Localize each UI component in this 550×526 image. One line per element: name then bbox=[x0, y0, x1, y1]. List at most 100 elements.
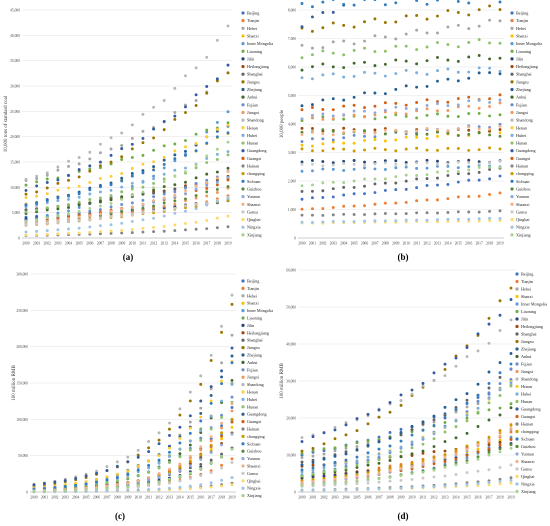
data-point bbox=[230, 417, 234, 421]
x-tick-label: 2006 bbox=[361, 242, 368, 246]
data-point bbox=[467, 13, 471, 17]
data-point bbox=[188, 420, 192, 424]
data-point bbox=[226, 196, 230, 200]
data-point bbox=[24, 210, 28, 214]
data-point bbox=[141, 226, 145, 230]
legend-marker bbox=[241, 233, 245, 237]
data-point bbox=[188, 454, 192, 458]
data-point bbox=[88, 150, 92, 154]
legend-entry: Jilin bbox=[247, 56, 255, 61]
data-point bbox=[373, 71, 377, 75]
data-point bbox=[373, 104, 377, 108]
data-point bbox=[331, 187, 335, 191]
data-point bbox=[147, 478, 151, 482]
x-tick-label: 2012 bbox=[423, 242, 430, 246]
data-point bbox=[488, 167, 492, 171]
data-point bbox=[194, 194, 198, 198]
data-point bbox=[467, 112, 471, 115]
data-point bbox=[383, 3, 387, 7]
data-point bbox=[373, 202, 377, 206]
legend-entry: Gansu bbox=[247, 471, 259, 476]
data-point bbox=[162, 172, 166, 176]
data-point bbox=[331, 138, 335, 142]
data-point bbox=[394, 219, 398, 223]
data-point bbox=[373, 135, 377, 139]
data-point bbox=[467, 148, 471, 152]
data-point bbox=[77, 162, 81, 166]
data-point bbox=[162, 144, 166, 148]
data-point bbox=[321, 189, 325, 193]
legend-marker bbox=[241, 133, 245, 137]
data-point bbox=[456, 59, 460, 63]
data-point bbox=[421, 381, 425, 385]
data-point bbox=[394, 162, 398, 166]
data-point bbox=[45, 192, 49, 196]
data-point bbox=[488, 97, 492, 101]
data-point bbox=[333, 468, 337, 472]
data-point bbox=[456, 147, 460, 150]
data-point bbox=[404, 112, 408, 116]
data-point bbox=[300, 463, 304, 467]
data-point bbox=[194, 187, 198, 191]
data-point bbox=[454, 483, 458, 487]
legend-marker bbox=[515, 354, 519, 359]
data-point bbox=[465, 401, 469, 405]
legend-marker bbox=[241, 195, 245, 199]
data-point bbox=[168, 427, 171, 431]
data-point bbox=[477, 38, 481, 42]
legend-entry: Sichuan bbox=[247, 441, 261, 446]
data-point bbox=[425, 166, 429, 170]
data-point bbox=[310, 65, 314, 69]
data-point bbox=[425, 132, 429, 136]
data-point bbox=[120, 228, 124, 232]
data-point bbox=[45, 216, 49, 220]
data-point bbox=[300, 108, 304, 112]
data-point bbox=[215, 135, 219, 139]
data-point bbox=[311, 488, 315, 492]
data-point bbox=[432, 423, 436, 427]
legend-marker bbox=[241, 179, 245, 183]
data-point bbox=[168, 467, 171, 471]
legend-marker bbox=[515, 474, 519, 479]
data-point bbox=[220, 375, 224, 379]
data-point bbox=[342, 136, 346, 140]
legend-entry: Shaanxi bbox=[247, 202, 261, 207]
data-point bbox=[373, 64, 377, 68]
data-point bbox=[230, 447, 234, 451]
data-point bbox=[152, 191, 156, 195]
data-point bbox=[476, 455, 480, 459]
legend-marker bbox=[515, 384, 519, 389]
data-point bbox=[399, 393, 403, 397]
x-tick-label: 2000 bbox=[30, 496, 37, 500]
data-point bbox=[152, 127, 156, 131]
data-point bbox=[130, 201, 134, 205]
legend-marker bbox=[241, 457, 245, 461]
data-point bbox=[226, 131, 230, 135]
data-point bbox=[487, 435, 491, 439]
data-point bbox=[446, 219, 450, 223]
y-axis-label: 10,000 people bbox=[280, 109, 285, 138]
data-point bbox=[215, 181, 219, 184]
data-point bbox=[126, 472, 130, 476]
data-point bbox=[415, 129, 419, 133]
data-point bbox=[436, 148, 439, 152]
x-tick-label: 2015 bbox=[463, 496, 470, 500]
data-point bbox=[199, 474, 203, 478]
legend-marker bbox=[241, 49, 245, 53]
data-point bbox=[488, 165, 492, 169]
data-point bbox=[120, 195, 124, 199]
data-point bbox=[215, 127, 219, 131]
legend-marker bbox=[515, 437, 519, 441]
legend-marker bbox=[510, 80, 514, 84]
data-point bbox=[95, 469, 98, 473]
data-point bbox=[321, 26, 325, 30]
data-point bbox=[394, 159, 398, 163]
data-point bbox=[194, 132, 198, 136]
data-point bbox=[173, 183, 177, 187]
data-point bbox=[220, 421, 224, 425]
data-point bbox=[509, 352, 513, 355]
data-point bbox=[152, 195, 156, 199]
legend-entry: Guizhou bbox=[247, 186, 262, 191]
data-point bbox=[205, 227, 209, 231]
data-point bbox=[467, 195, 471, 198]
